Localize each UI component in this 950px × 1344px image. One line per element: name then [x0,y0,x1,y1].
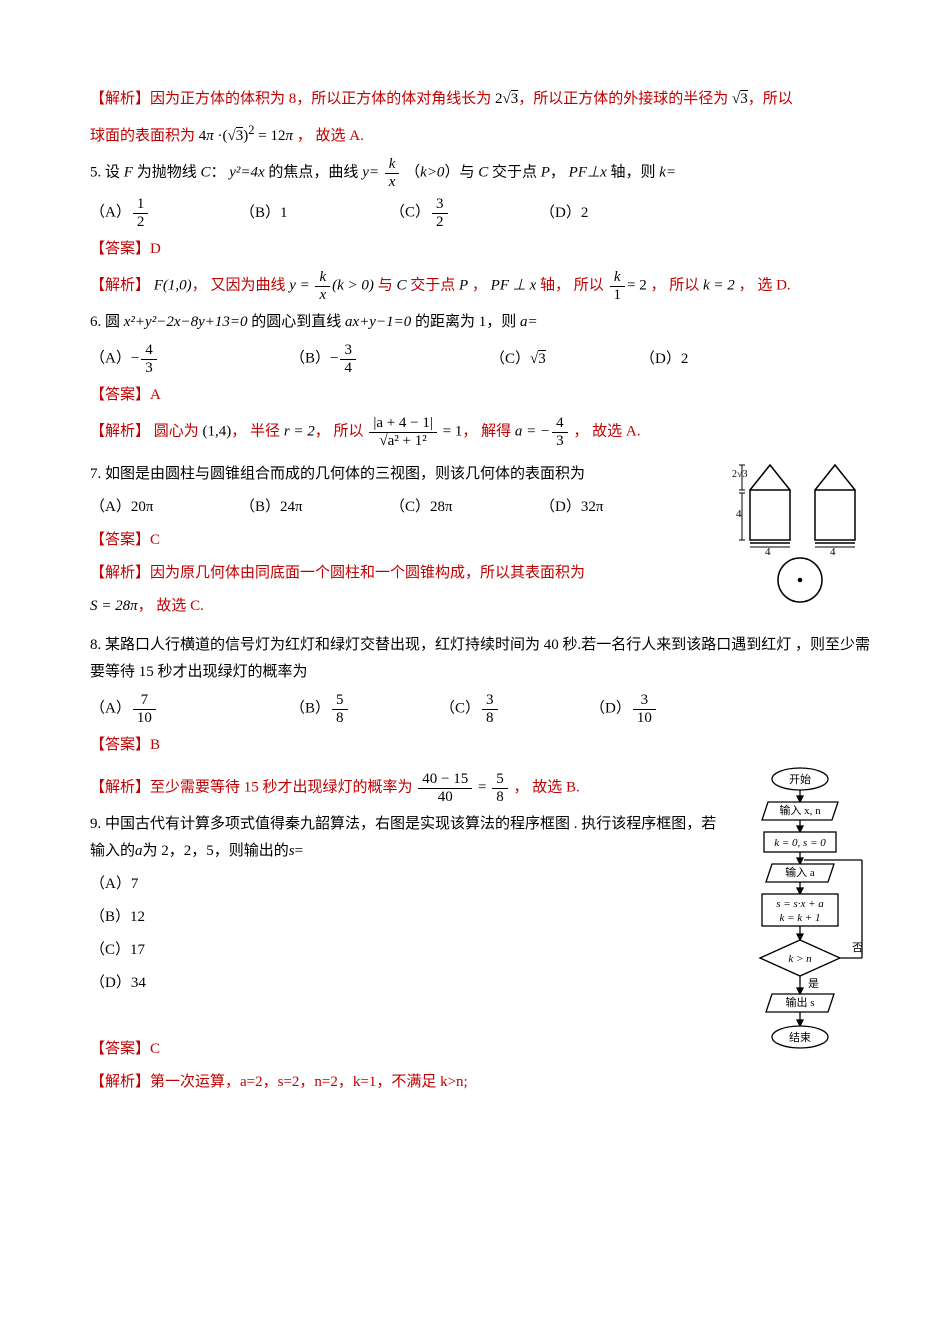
q4-val2: √3 [732,90,748,107]
svg-text:4: 4 [830,546,836,558]
svg-text:结束: 结束 [789,1031,811,1044]
q9-stem: 9. 中国古代有计算多项式值得秦九韶算法，右图是实现该算法的程序框图 . 执行该… [90,811,718,865]
q5-optD: （D）2 [540,200,650,227]
q9-optD: （D）34 [90,970,718,997]
svg-text:k = 0, s = 0: k = 0, s = 0 [774,837,826,849]
svg-text:k > n: k > n [788,953,812,965]
q8-stem: 8. 某路口人行横道的信号灯为红灯和绿灯交替出现，红灯持续时间为 40 秒.若一… [90,632,880,686]
q7-answer: 【答案】C [90,527,708,554]
q9-optB: （B）12 [90,904,718,931]
svg-text:开始: 开始 [789,772,811,786]
q6-analysis: 【解析】 圆心为 (1,4)， 半径 r = 2， 所以 |a + 4 − 1|… [90,415,880,449]
q5-answer: 【答案】D [90,236,880,263]
q7-stem: 7. 如图是由圆柱与圆锥组合而成的几何体的三视图，则该几何体的表面积为 [90,461,708,488]
q4-val1: 2√3 [495,90,518,107]
q8-optD: （D）310 [590,692,700,726]
q6-stem: 6. 圆 x²+y²−2x−8y+13=0 的圆心到直线 ax+y−1=0 的距… [90,309,880,336]
svg-text:输入 a: 输入 a [785,865,815,879]
q7-optA: （A）20π [90,494,200,521]
svg-text:k = k + 1: k = k + 1 [779,912,820,924]
q6-optB: （B）−34 [290,342,450,376]
svg-text:s = s·x + a: s = s·x + a [776,898,824,910]
q6-optA: （A）−43 [90,342,250,376]
svg-text:2√3: 2√3 [732,469,748,480]
q5-optC: （C）32 [390,196,500,230]
q7-optB: （B）24π [240,494,350,521]
q7-figure: 2√3 4 4 4 [720,455,880,615]
q8-optC: （C）38 [440,692,550,726]
q6-answer: 【答案】A [90,382,880,409]
q5-optB: （B）1 [240,200,350,227]
analysis-label: 【解析】 [90,91,150,107]
q7-analysis: 【解析】因为原几何体由同底面一个圆柱和一个圆锥构成，所以其表面积为 [90,560,708,587]
q4-formula: 4π ·(√3)2 = 12π [199,128,293,144]
q8-analysis: 【解析】至少需要等待 15 秒才出现绿灯的概率为 40 − 1540 = 58 … [90,771,718,805]
svg-text:输入 x, n: 输入 x, n [779,803,821,817]
q5-options: （A）12 （B）1 （C）32 （D）2 [90,196,880,230]
svg-text:4: 4 [736,508,742,520]
svg-text:输出 s: 输出 s [785,995,814,1009]
q4-analysis-line2: 球面的表面积为 4π ·(√3)2 = 12π ， 故选 A. [90,119,880,150]
svg-text:否: 否 [852,942,863,954]
q5-optA: （A）12 [90,196,200,230]
q6-optC: （C）√3 [490,346,600,373]
q9-optA: （A）7 [90,871,718,898]
q5-stem: 5. 设 F 为抛物线 C： y²=4x 的焦点，曲线 y= kx （k>0）与… [90,156,880,190]
q9-answer: 【答案】C [90,1036,718,1063]
q8-answer: 【答案】B [90,732,880,759]
svg-text:是: 是 [808,977,819,990]
q6-optD: （D）2 [640,346,750,373]
q9-flowchart: 开始 输入 x, n k = 0, s = 0 输入 a s = s·x + a… [730,765,880,1095]
q9-analysis: 【解析】第一次运算，a=2，s=2，n=2，k=1，不满足 k>n; [90,1069,718,1096]
q7-options: （A）20π （B）24π （C）28π （D）32π [90,494,708,521]
q7-optD: （D）32π [540,494,650,521]
q8-options: （A）710 （B）58 （C）38 （D）310 [90,692,880,726]
q8-optB: （B）58 [290,692,400,726]
svg-text:4: 4 [765,546,771,558]
q5-analysis: 【解析】 F(1,0)， 又因为曲线 y = kx(k > 0) 与 C 交于点… [90,269,880,303]
q9-optC: （C）17 [90,937,718,964]
q6-options: （A）−43 （B）−34 （C）√3 （D）2 [90,342,880,376]
q7-optC: （C）28π [390,494,500,521]
q8-optA: （A）710 [90,692,250,726]
q4-analysis-line1: 【解析】因为正方体的体积为 8，所以正方体的体对角线长为 2√3，所以正方体的外… [90,86,880,113]
